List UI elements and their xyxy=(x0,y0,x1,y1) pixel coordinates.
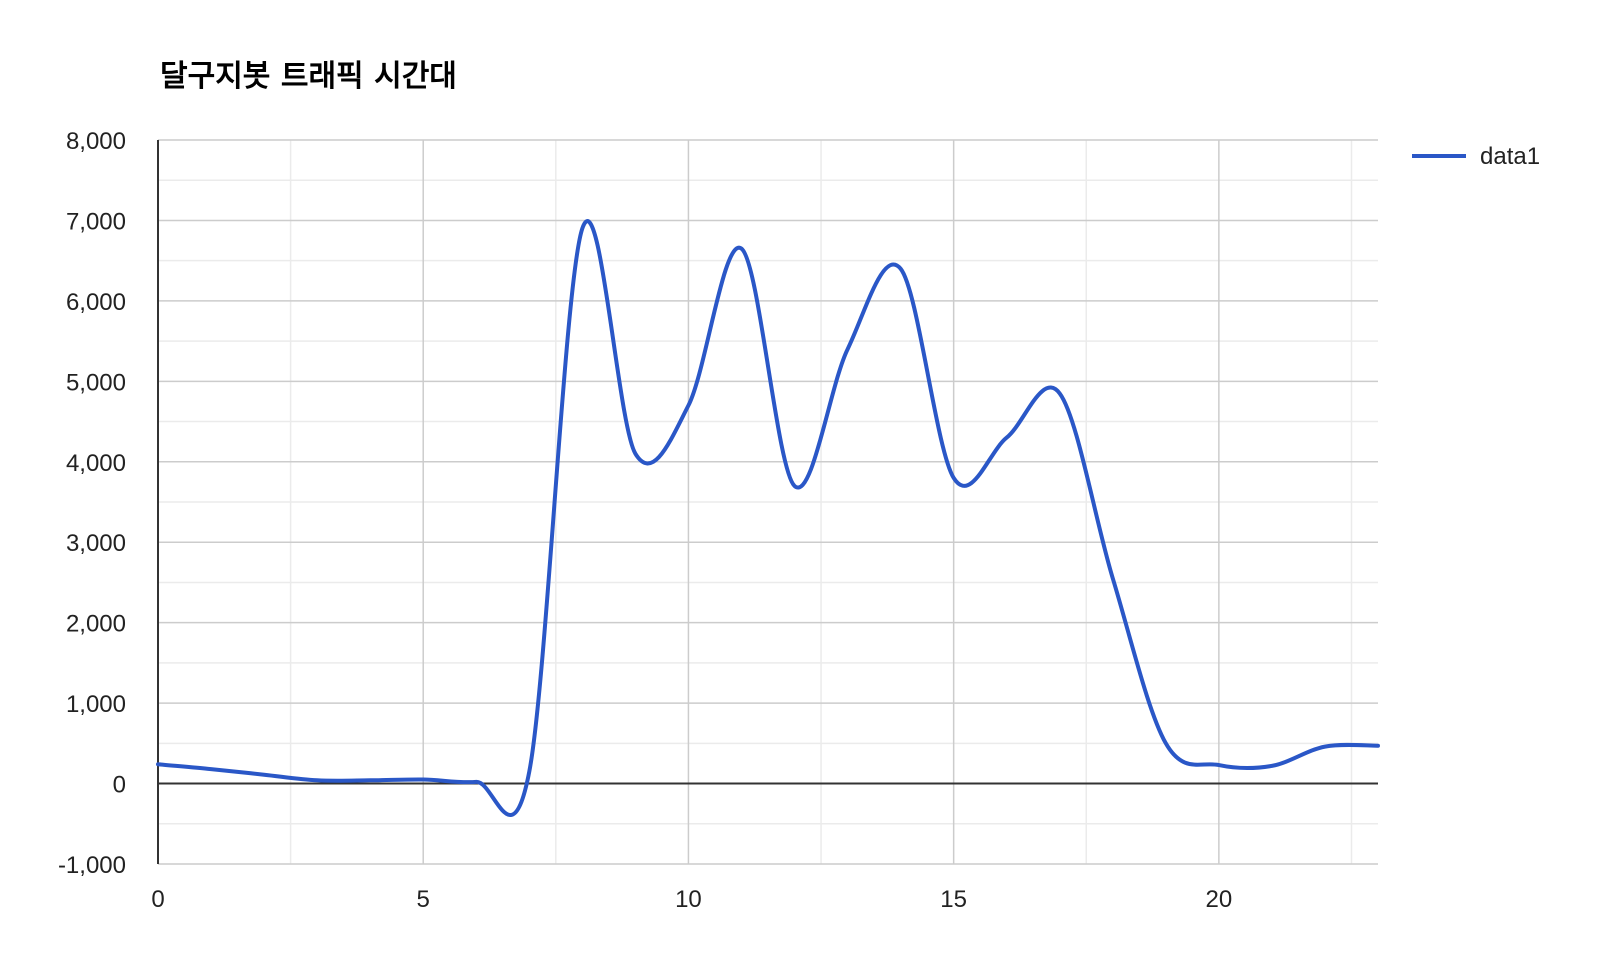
series-layer xyxy=(156,219,1380,817)
data-point xyxy=(793,484,797,488)
x-tick-label: 5 xyxy=(417,886,430,913)
y-tick-label: -1,000 xyxy=(58,852,126,879)
y-tick-label: 5,000 xyxy=(66,369,126,396)
data-point xyxy=(1323,745,1327,749)
major-gridlines xyxy=(158,139,1378,865)
data-point xyxy=(633,452,637,456)
legend-label-data1: data1 xyxy=(1480,143,1540,170)
data-point xyxy=(156,762,160,766)
data-point xyxy=(846,347,850,351)
axes xyxy=(157,140,1378,864)
data-point xyxy=(1217,763,1221,767)
data-point xyxy=(1058,391,1062,395)
data-point xyxy=(315,778,319,782)
y-tick-label: 6,000 xyxy=(66,289,126,316)
series-line-data1 xyxy=(156,219,1380,817)
legend: data1 xyxy=(1412,143,1540,170)
y-tick-label: 7,000 xyxy=(66,208,126,235)
x-tick-label: 10 xyxy=(675,886,702,913)
x-tick-label: 0 xyxy=(151,886,164,913)
data-point xyxy=(580,227,584,231)
data-point xyxy=(1164,741,1168,745)
y-tick-label: 8,000 xyxy=(66,128,126,155)
data-point xyxy=(1376,744,1380,748)
data-point xyxy=(368,778,372,782)
data-point xyxy=(1005,436,1009,440)
x-tick-label: 15 xyxy=(940,886,967,913)
y-axis-ticks: -1,000 0 1,000 2,000 3,000 4,000 5,000 6,000 7,0… xyxy=(58,128,126,879)
chart-title: 달구지봇 트래픽 시간대 xyxy=(160,59,457,94)
x-axis-ticks: 0 5 10 15 20 xyxy=(151,886,1232,913)
y-tick-label: 2,000 xyxy=(66,611,126,638)
y-tick-label: 4,000 xyxy=(66,450,126,477)
data-point xyxy=(1111,576,1115,580)
x-tick-label: 20 xyxy=(1206,886,1233,913)
data-point xyxy=(527,770,531,774)
data-point xyxy=(209,767,213,771)
data-point xyxy=(952,476,956,480)
y-tick-label: 0 xyxy=(113,772,126,799)
minor-gridlines xyxy=(158,140,1378,864)
data-point xyxy=(899,267,903,271)
data-point xyxy=(262,773,266,777)
data-point xyxy=(1270,764,1274,768)
y-tick-label: 3,000 xyxy=(66,530,126,557)
y-tick-label: 1,000 xyxy=(66,691,126,718)
data-point xyxy=(740,247,744,251)
data-point xyxy=(421,778,425,782)
data-point xyxy=(686,404,690,408)
data-point xyxy=(474,780,478,784)
